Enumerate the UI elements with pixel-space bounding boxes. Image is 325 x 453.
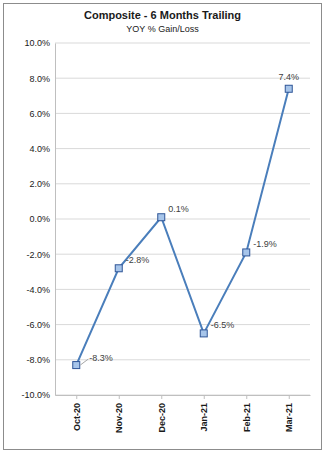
title: Composite - 6 Months Trailing: [84, 9, 241, 21]
data-label: -8.3%: [89, 353, 113, 363]
y-tick-label: 8.0%: [29, 74, 50, 84]
y-tick: -6.0%: [26, 320, 55, 330]
x-tick-mark: [161, 395, 162, 399]
x-tick-mark: [76, 395, 77, 399]
y-tick-label: -6.0%: [26, 320, 50, 330]
x-tick-label: Oct-20: [72, 403, 82, 431]
marker: [285, 85, 292, 92]
grid-line: [55, 219, 310, 220]
grid-line: [55, 113, 310, 114]
grid-line: [55, 43, 310, 44]
grid-line: [55, 78, 310, 79]
plot-area: [73, 85, 293, 368]
grid: [55, 43, 310, 395]
x-axis-line: [56, 395, 311, 396]
y-tick-label: 6.0%: [29, 109, 50, 119]
x-tick: Feb-21: [242, 395, 252, 432]
y-tick: 2.0%: [29, 179, 55, 189]
x-axis: Oct-20 Nov-20 Dec-20 Jan-21 Feb-21 Mar-21: [56, 395, 311, 433]
data-label: 7.4%: [278, 72, 299, 82]
x-tick-mark: [204, 395, 205, 399]
x-tick-label: Jan-21: [199, 403, 209, 432]
data-label: 0.1%: [168, 204, 189, 214]
grid-line: [55, 395, 310, 396]
x-tick-mark: [119, 395, 120, 399]
x-tick-label: Mar-21: [284, 403, 294, 432]
y-tick: -2.0%: [26, 250, 55, 260]
x-tick-label: Feb-21: [242, 403, 252, 432]
chart-frame: [4, 4, 322, 450]
y-axis: -10.0% -8.0% -6.0% -4.0% -2.0% 0.0% 2.0% 4.0% 6.…: [21, 38, 55, 400]
data-label: -1.9%: [253, 239, 277, 249]
x-tick: Mar-21: [284, 395, 294, 432]
y-tick: -4.0%: [26, 285, 55, 295]
y-tick-label: -10.0%: [21, 390, 50, 400]
x-tick: Dec-20: [157, 395, 167, 433]
marker: [200, 330, 207, 337]
grid-line: [55, 183, 310, 184]
grid-line: [55, 289, 310, 290]
line: [76, 89, 289, 365]
data-label: -6.5%: [211, 320, 235, 330]
y-tick: 6.0%: [29, 109, 55, 119]
y-axis-line: [55, 44, 56, 396]
x-tick: Oct-20: [72, 395, 82, 431]
y-tick-label: -2.0%: [26, 250, 50, 260]
y-tick-label: 0.0%: [29, 214, 50, 224]
x-tick-mark: [289, 395, 290, 399]
x-tick-label: Nov-20: [114, 403, 124, 433]
y-tick: 8.0%: [29, 74, 55, 84]
data-label: -2.8%: [126, 255, 150, 265]
subtitle: YOY % Gain/Loss: [126, 24, 199, 34]
y-tick-label: 10.0%: [24, 38, 50, 48]
y-tick-label: 2.0%: [29, 179, 50, 189]
y-tick: -8.0%: [26, 355, 55, 365]
y-tick-label: -8.0%: [26, 355, 50, 365]
y-tick: 10.0%: [24, 38, 55, 48]
grid-line: [55, 254, 310, 255]
leader-line: [80, 359, 88, 365]
x-tick: Nov-20: [114, 395, 124, 433]
y-tick-label: 4.0%: [29, 144, 50, 154]
x-tick: Jan-21: [199, 395, 209, 432]
data-labels: -8.3% -2.8% 0.1% -6.5% -1.9% 7.4%: [80, 72, 299, 365]
x-tick-label: Dec-20: [157, 403, 167, 433]
marker: [243, 249, 250, 256]
y-tick: -10.0%: [21, 390, 55, 400]
x-tick-mark: [246, 395, 247, 399]
y-tick: 4.0%: [29, 144, 55, 154]
y-tick: 0.0%: [29, 214, 55, 224]
marker: [115, 265, 122, 272]
chart: Composite - 6 Months Trailing YOY % Gain/…: [0, 0, 325, 453]
y-tick-label: -4.0%: [26, 285, 50, 295]
marker: [73, 362, 80, 369]
grid-line: [55, 148, 310, 149]
marker: [158, 214, 165, 221]
